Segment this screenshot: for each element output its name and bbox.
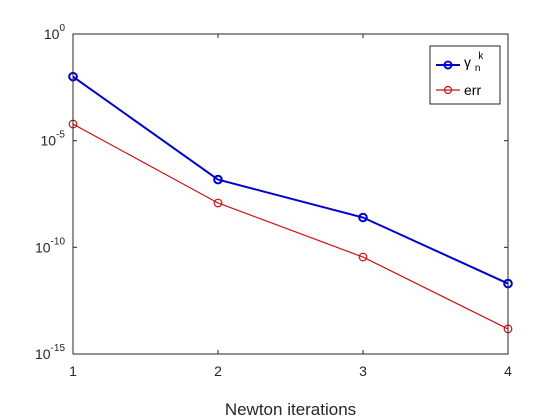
x-tick-label: 3	[359, 363, 367, 379]
legend-label-gamma-sub: n	[475, 63, 481, 74]
y-tick-label: 10-10	[35, 236, 65, 255]
legend-marker-gamma	[443, 60, 453, 70]
legend-label-err: err	[464, 82, 481, 98]
series-line-gamma	[72, 75, 509, 285]
data-point-gamma	[358, 212, 368, 223]
legend-box	[429, 45, 501, 105]
data-point-err	[358, 252, 368, 262]
y-tick-exponent: -15	[51, 343, 66, 354]
x-axis-label: Newton iterations	[225, 400, 356, 419]
y-tick-label: 10-15	[35, 343, 65, 362]
y-tick-base: 10	[44, 26, 60, 42]
x-tick-label: 2	[214, 363, 222, 379]
y-tick-exponent: 0	[59, 23, 65, 34]
y-tick-exponent: -5	[56, 130, 65, 141]
x-tick-label: 1	[69, 363, 77, 379]
legend-label-gamma-sup: k	[478, 51, 484, 62]
x-tick-label: 4	[504, 363, 512, 379]
legend-label-gamma: γ n k	[464, 51, 484, 74]
y-tick-label: 100	[44, 23, 66, 42]
data-point-gamma	[213, 174, 223, 185]
series-line-err	[72, 123, 509, 330]
legend: γ n k err	[429, 45, 501, 105]
y-tick-base: 10	[41, 133, 57, 149]
y-tick-exponent: -10	[51, 236, 66, 247]
legend-marker-err	[443, 85, 453, 95]
legend-entry-err: err	[436, 82, 481, 98]
plot-border	[72, 33, 509, 355]
y-tick-base: 10	[35, 346, 51, 362]
y-tick-base: 10	[35, 239, 51, 255]
data-point-err	[213, 198, 223, 208]
legend-entry-gamma: γ n k	[436, 51, 484, 74]
y-tick-label: 10-5	[41, 130, 66, 149]
legend-label-gamma-base: γ	[464, 54, 471, 70]
